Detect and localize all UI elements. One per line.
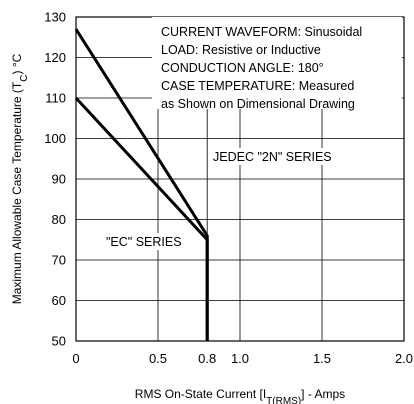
y-tick-label: 100 bbox=[44, 131, 66, 146]
series-label-background bbox=[209, 148, 347, 165]
x-tick-label: 0 bbox=[72, 351, 79, 366]
y-axis-label-sub: C bbox=[19, 75, 30, 82]
x-tick-label: 1.5 bbox=[313, 351, 331, 366]
series-line-1 bbox=[74, 96, 209, 341]
y-tick-label: 110 bbox=[45, 91, 66, 106]
y-tick-label: 90 bbox=[52, 172, 66, 187]
y-tick-label: 60 bbox=[52, 293, 66, 308]
x-axis-label-main: RMS On-State Current [I bbox=[135, 387, 266, 401]
tick-labels: 50 60 70 80 90 100 110 120 130 0 0.5 0.8 1.0 1.5 2.0 bbox=[44, 10, 413, 367]
y-axis-label: Maximum Allowable Case Temperature (TC) … bbox=[10, 53, 30, 304]
series-label: "EC" SERIES bbox=[106, 235, 182, 249]
x-tick-label: 2.0 bbox=[395, 351, 413, 366]
x-axis-label-sub: T(RMS) bbox=[266, 396, 301, 404]
y-tick-label: 70 bbox=[52, 253, 66, 268]
y-axis-label-main: Maximum Allowable Case Temperature (T bbox=[10, 81, 24, 304]
y-axis-label-tail: ) °C bbox=[10, 53, 24, 74]
annotation-background bbox=[152, 17, 402, 109]
y-tick-label: 130 bbox=[44, 10, 66, 25]
y-tick-label: 80 bbox=[52, 212, 66, 227]
x-tick-label: 0.8 bbox=[198, 351, 216, 366]
x-tick-label: 1.0 bbox=[231, 351, 249, 366]
annotation-box: CURRENT WAVEFORM: Sinusoidal LOAD: Resist… bbox=[152, 17, 402, 111]
y-tick-label: 120 bbox=[44, 50, 66, 65]
x-axis-label-tail: ] - Amps bbox=[301, 387, 345, 401]
annotation-line: CASE TEMPERATURE: Measured bbox=[161, 79, 354, 93]
series-lines bbox=[74, 28, 209, 341]
series-label: JEDEC "2N" SERIES bbox=[213, 150, 332, 164]
annotation-line: as Shown on Dimensional Drawing bbox=[161, 97, 355, 111]
annotation-line: CONDUCTION ANGLE: 180° bbox=[161, 61, 324, 75]
annotation-line: LOAD: Resistive or Inductive bbox=[161, 43, 321, 57]
annotation-line: CURRENT WAVEFORM: Sinusoidal bbox=[161, 25, 362, 39]
series-label-background bbox=[102, 233, 194, 250]
x-tick-label: 0.5 bbox=[149, 351, 167, 366]
series-labels: JEDEC "2N" SERIES "EC" SERIES bbox=[102, 148, 347, 250]
y-tick-label: 50 bbox=[52, 334, 66, 349]
x-axis-label: RMS On-State Current [IT(RMS)] - Amps bbox=[135, 387, 345, 404]
